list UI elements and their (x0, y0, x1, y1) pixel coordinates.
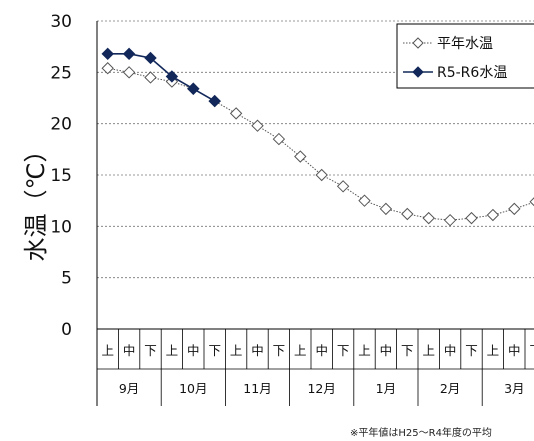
x-period-label: 上 (422, 343, 435, 358)
y-tick-label: 20 (50, 115, 72, 135)
data-point (508, 202, 521, 216)
data-point (294, 150, 307, 163)
y-tick-label: 25 (50, 63, 72, 83)
y-tick-label: 0 (61, 320, 72, 340)
x-month-label: 2月 (440, 381, 460, 396)
series-line (107, 67, 534, 221)
data-point (144, 71, 157, 84)
x-period-label: 下 (529, 343, 534, 358)
data-point (272, 132, 286, 146)
data-point (229, 107, 243, 120)
legend-label: R5-R6水温 (437, 65, 507, 81)
x-period-label: 上 (294, 343, 307, 358)
x-period-label: 中 (251, 343, 264, 358)
x-period-label: 上 (230, 343, 243, 358)
data-point (336, 180, 350, 193)
x-period-label: 下 (273, 343, 286, 358)
data-point (422, 211, 435, 225)
data-point (208, 94, 221, 108)
x-period-label: 上 (487, 343, 500, 358)
data-point (529, 197, 534, 207)
data-point (315, 168, 328, 182)
data-point (251, 119, 264, 132)
x-period-label: 中 (444, 343, 457, 358)
y-tick-label: 10 (50, 217, 72, 237)
series-layer (101, 47, 534, 227)
data-point (165, 70, 179, 83)
data-point (122, 66, 136, 79)
y-tick-labels: 0 5 10 15 20 25 30 (50, 12, 72, 340)
y-tick-label: 5 (61, 269, 72, 289)
x-month-label: 12月 (307, 381, 335, 396)
data-point (486, 208, 500, 222)
x-period-label: 下 (337, 343, 350, 358)
x-period-label: 下 (401, 343, 414, 358)
x-month-label: 3月 (504, 381, 524, 396)
x-month-label: 1月 (376, 381, 396, 396)
x-period-label: 下 (465, 343, 478, 358)
data-point (443, 213, 457, 227)
x-month-label: 11月 (243, 381, 271, 396)
data-point (101, 62, 114, 75)
y-axis-title: 水温（℃） (22, 139, 50, 262)
legend: 平年水温 R5-R6水温 (396, 23, 534, 89)
data-point (358, 194, 371, 207)
x-month-label: 10月 (179, 381, 207, 396)
x-period-label: 中 (508, 343, 521, 358)
x-period-label: 中 (315, 343, 328, 358)
x-period-label: 中 (380, 343, 393, 358)
data-point (187, 82, 200, 95)
data-point (401, 207, 414, 221)
data-point (465, 211, 478, 225)
x-axis: 上中下上中下上中下上中下上中下上中下上中下9月10月11月12月1月2月3月 (96, 328, 534, 406)
legend-marker (412, 37, 424, 49)
x-period-label: 下 (208, 343, 221, 358)
data-point (101, 47, 114, 61)
data-point (379, 202, 393, 216)
y-tick-label: 15 (50, 166, 72, 186)
x-period-label: 中 (187, 343, 200, 358)
x-period-label: 下 (144, 343, 157, 358)
x-period-label: 中 (123, 343, 136, 358)
x-period-label: 上 (101, 343, 114, 358)
y-tick-label: 30 (50, 12, 72, 32)
x-period-label: 上 (166, 343, 179, 358)
legend-label: 平年水温 (437, 36, 493, 52)
legend-marker (412, 66, 424, 78)
footnote: ※平年値はH25～R4年度の平均 (350, 426, 492, 439)
x-period-label: 上 (358, 343, 371, 358)
x-month-label: 9月 (119, 381, 139, 396)
data-point (144, 51, 157, 65)
legend-box (396, 23, 534, 89)
series-line (107, 53, 216, 102)
data-point (122, 47, 136, 61)
